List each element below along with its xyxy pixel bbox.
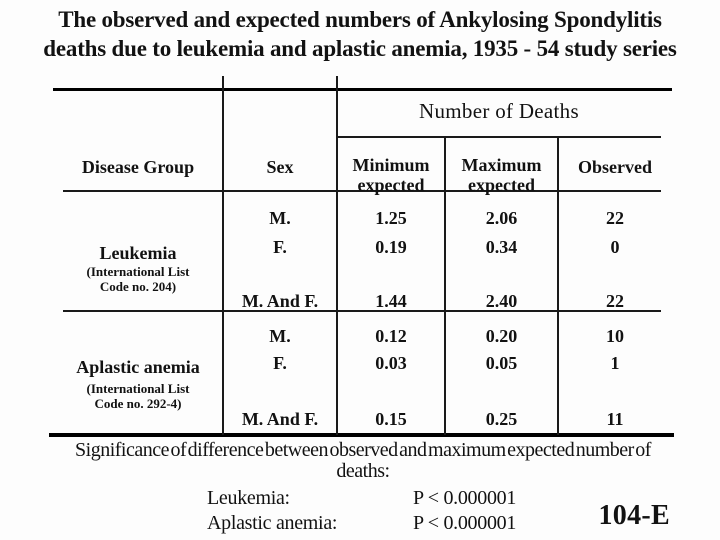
- group-code-leukemia-line2: Code no. 204): [99, 279, 177, 294]
- header-maximum-expected-line1: Maximum: [461, 155, 542, 175]
- table-cell-min-expected: 0.19: [375, 237, 407, 257]
- table-cell-max-expected: 0.20: [485, 326, 518, 346]
- table-cell-max-expected: 2.40: [485, 291, 518, 311]
- table-cell-sex: M.: [269, 326, 291, 346]
- table-cell-min-expected: 0.15: [375, 409, 407, 429]
- deaths-span-underline: [337, 136, 661, 138]
- header-sex: Sex: [266, 157, 294, 177]
- slide-code: 104-E: [598, 500, 670, 531]
- table-cell-observed: 22: [606, 208, 624, 228]
- significance-note-line2: deaths:: [336, 460, 390, 482]
- table-cell-observed: 0: [610, 237, 620, 257]
- group-code-aplastic-line1: (International List: [86, 381, 190, 396]
- column-divider-min-max: [444, 137, 446, 435]
- header-row-underline: [63, 190, 661, 192]
- table-cell-observed: 11: [606, 409, 624, 429]
- header-number-of-deaths: Number of Deaths: [419, 99, 579, 123]
- header-maximum-expected-line2: expected: [468, 175, 535, 195]
- table-cell-max-expected: 2.06: [485, 208, 518, 228]
- slide-title-line1: The observed and expected numbers of Ank…: [58, 7, 662, 32]
- header-minimum-expected-line1: Minimum: [352, 155, 430, 175]
- table-cell-min-expected: 0.12: [375, 326, 407, 346]
- group-name-aplastic-anemia: Aplastic anemia: [76, 357, 200, 377]
- table-bottom-border: [49, 433, 674, 437]
- table-cell-sex: F.: [273, 353, 287, 373]
- group-separator-line: [63, 310, 661, 312]
- table-cell-min-expected: 1.25: [375, 208, 407, 228]
- significance-note: Significance of difference between obser…: [10, 440, 716, 482]
- header-minimum-expected-line2: expected: [357, 175, 425, 195]
- column-divider-disease-sex: [222, 76, 224, 435]
- header-observed: Observed: [578, 157, 652, 177]
- slide-title: The observed and expected numbers of Ank…: [0, 5, 720, 63]
- table-top-border: [53, 88, 672, 91]
- header-disease-group: Disease Group: [81, 157, 195, 177]
- table-cell-sex: M. And F.: [241, 291, 319, 311]
- result-label-aplastic: Aplastic anemia:: [207, 512, 338, 534]
- result-label-leukemia: Leukemia:: [207, 487, 290, 509]
- table-cell-observed: 1: [610, 353, 620, 373]
- table-cell-max-expected: 0.05: [485, 353, 518, 373]
- table-cell-sex: M. And F.: [241, 409, 319, 429]
- table-cell-max-expected: 0.34: [485, 237, 518, 257]
- table-cell-sex: F.: [273, 237, 287, 257]
- column-divider-max-observed: [557, 137, 559, 435]
- slide-title-line2: deaths due to leukemia and aplastic anem…: [43, 36, 677, 61]
- result-pvalue-leukemia: P < 0.000001: [413, 487, 517, 509]
- column-divider-sex-deaths: [336, 76, 338, 435]
- group-code-aplastic-line2: Code no. 292-4): [94, 396, 182, 411]
- table-cell-sex: M.: [269, 208, 291, 228]
- significance-note-line1: Significance of difference between obser…: [75, 439, 651, 461]
- header-minimum-expected: Minimum expected: [337, 155, 445, 195]
- result-pvalue-aplastic: P < 0.000001: [413, 512, 517, 534]
- table-cell-observed: 22: [606, 291, 624, 311]
- table-cell-min-expected: 1.44: [375, 291, 407, 311]
- table-cell-min-expected: 0.03: [375, 353, 407, 373]
- table-cell-max-expected: 0.25: [485, 409, 518, 429]
- group-name-leukemia: Leukemia: [99, 243, 177, 263]
- header-maximum-expected: Maximum expected: [445, 155, 558, 195]
- group-code-leukemia-line1: (International List: [86, 264, 190, 279]
- table-cell-observed: 10: [606, 326, 624, 346]
